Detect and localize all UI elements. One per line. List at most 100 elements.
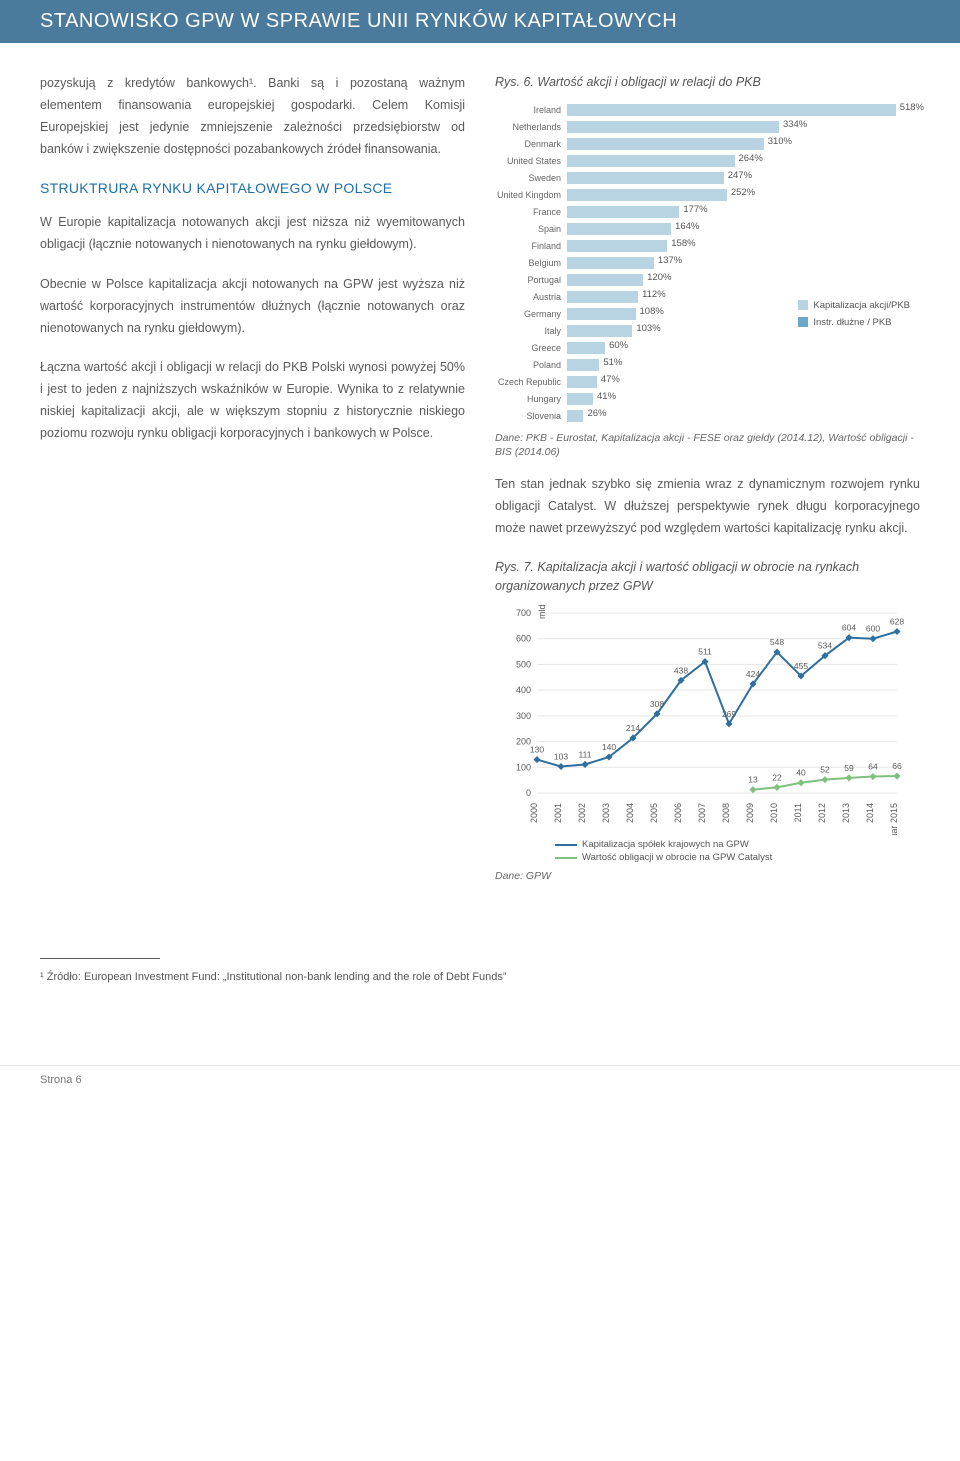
hbar-fill: 120%	[567, 274, 643, 286]
svg-text:64: 64	[868, 762, 878, 772]
hbar-fill: 247%	[567, 172, 724, 184]
hbar-track: 264%	[567, 155, 916, 167]
hbar-fill: 51%	[567, 359, 599, 371]
hbar-fill: 264%	[567, 155, 735, 167]
svg-text:2009: 2009	[745, 803, 755, 823]
legend-line-swatch	[555, 857, 577, 859]
section-heading-struktura: STRUKTRURA RYNKU KAPITAŁOWEGO W POLSCE	[40, 179, 465, 199]
hbar-row: United Kingdom 252%	[495, 187, 916, 204]
hbar-row: France177%	[495, 204, 916, 221]
svg-text:600: 600	[516, 634, 531, 644]
svg-text:66: 66	[892, 761, 902, 771]
hbar-country-label: Ireland	[495, 105, 567, 115]
svg-text:130: 130	[530, 745, 544, 755]
svg-text:2006: 2006	[673, 803, 683, 823]
svg-text:mar 2015: mar 2015	[889, 803, 899, 835]
hbar-track: 51%	[567, 359, 916, 371]
hbar-country-label: Italy	[495, 326, 567, 336]
hbar-value: 334%	[779, 119, 807, 130]
svg-text:2001: 2001	[553, 803, 563, 823]
hbar-value: 112%	[638, 289, 666, 300]
hbar-fill: 103%	[567, 325, 632, 337]
right-paragraph-1: Ten stan jednak szybko się zmienia wraz …	[495, 474, 920, 540]
svg-text:2011: 2011	[793, 803, 803, 822]
hbar-country-label: Portugal	[495, 275, 567, 285]
hbar-row: Netherlands 334%	[495, 119, 916, 136]
figure-7-legend: Kapitalizacja spółek krajowych na GPWWar…	[495, 839, 920, 863]
legend-line-swatch	[555, 844, 577, 846]
hbar-country-label: Czech Republic	[495, 377, 567, 387]
hbar-country-label: United Kingdom	[495, 190, 567, 200]
hbar-country-label: Slovenia	[495, 411, 567, 421]
hbar-row: Hungary41%	[495, 391, 916, 408]
svg-text:22: 22	[772, 773, 782, 783]
hbar-value: 158%	[667, 238, 695, 249]
hbar-track: 137%	[567, 257, 916, 269]
hbar-track: 120%	[567, 274, 916, 286]
svg-text:59: 59	[844, 763, 854, 773]
hbar-row: Spain164%	[495, 221, 916, 238]
hbar-fill: 518%	[567, 104, 896, 116]
hbar-country-label: United States	[495, 156, 567, 166]
page-footer: Strona 6	[0, 1065, 960, 1086]
hbar-value: 247%	[724, 170, 752, 181]
svg-text:2012: 2012	[817, 803, 827, 823]
header-title: STANOWISKO GPW W SPRAWIE UNII RYNKÓW KAP…	[40, 10, 677, 32]
hbar-track: 310%	[567, 138, 916, 150]
hbar-track: 103%	[567, 325, 916, 337]
svg-text:269: 269	[722, 709, 736, 719]
svg-text:2010: 2010	[769, 803, 779, 823]
svg-text:534: 534	[818, 641, 832, 651]
figure-7-caption: Dane: GPW	[495, 869, 920, 884]
paragraph-3: Obecnie w Polsce kapitalizacja akcji not…	[40, 274, 465, 340]
hbar-row: United States264%	[495, 153, 916, 170]
hbar-track: 26%	[567, 410, 916, 422]
hbar-row: Slovenia26%	[495, 408, 916, 425]
svg-text:mld zł: mld zł	[537, 605, 547, 619]
svg-text:214: 214	[626, 723, 640, 733]
paragraph-4: Łączna wartość akcji i obligacji w relac…	[40, 357, 465, 445]
legend-series-label: Kapitalizacja spółek krajowych na GPW	[582, 839, 749, 850]
hbar-row: Germany108%	[495, 306, 916, 323]
hbar-value: 47%	[597, 374, 620, 385]
hbar-track: 177%	[567, 206, 916, 218]
svg-text:13: 13	[748, 775, 758, 785]
hbar-value: 310%	[764, 136, 792, 147]
svg-text:2004: 2004	[625, 803, 635, 823]
intro-paragraph-1: pozyskują z kredytów bankowych¹. Banki s…	[40, 73, 465, 161]
hbar-track: 158%	[567, 240, 916, 252]
svg-text:2014: 2014	[865, 803, 875, 823]
hbar-track: 112%	[567, 291, 916, 303]
paragraph-2: W Europie kapitalizacja notowanych akcji…	[40, 212, 465, 256]
svg-text:2008: 2008	[721, 803, 731, 823]
svg-text:2002: 2002	[577, 803, 587, 823]
hbar-value: 177%	[679, 204, 707, 215]
hbar-value: 60%	[605, 340, 628, 351]
svg-text:0: 0	[526, 788, 531, 798]
svg-text:511: 511	[698, 647, 712, 657]
hbar-track: 334%	[567, 121, 916, 133]
hbar-value: 108%	[636, 306, 664, 317]
svg-text:455: 455	[794, 661, 808, 671]
hbar-row: Austria112%	[495, 289, 916, 306]
hbar-track: 247%	[567, 172, 916, 184]
footnote-separator	[40, 958, 160, 959]
hbar-track: 108%	[567, 308, 916, 320]
hbar-row: Denmark310%	[495, 136, 916, 153]
hbar-row: Greece60%	[495, 340, 916, 357]
page-number: Strona 6	[40, 1074, 82, 1086]
hbar-country-label: Sweden	[495, 173, 567, 183]
svg-text:52: 52	[820, 765, 830, 775]
hbar-value: 51%	[599, 357, 622, 368]
svg-text:103: 103	[554, 752, 568, 762]
hbar-value: 164%	[671, 221, 699, 232]
hbar-value: 252%	[727, 187, 755, 198]
hbar-row: Ireland518%	[495, 102, 916, 119]
hbar-track: 60%	[567, 342, 916, 354]
svg-text:100: 100	[516, 763, 531, 773]
hbar-row: Belgium137%	[495, 255, 916, 272]
hbar-country-label: Netherlands	[495, 122, 567, 132]
hbar-fill: 112%	[567, 291, 638, 303]
hbar-track: 47%	[567, 376, 916, 388]
svg-text:600: 600	[866, 624, 880, 634]
